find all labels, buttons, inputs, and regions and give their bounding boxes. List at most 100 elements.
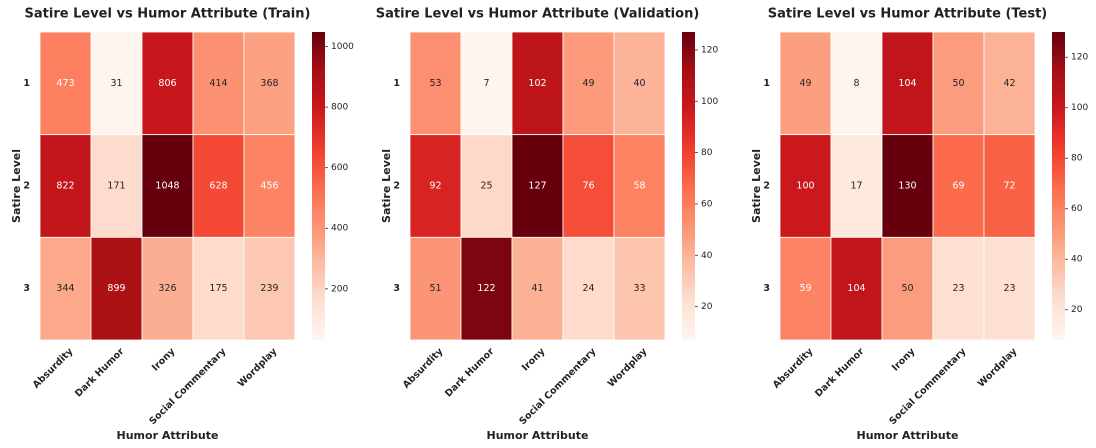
- colorbar-tick-label: 60: [701, 199, 713, 209]
- colorbar-tick-label: 20: [701, 302, 713, 312]
- colorbar-tick-label: 120: [1071, 53, 1088, 63]
- cell-label: 25: [480, 181, 492, 192]
- heatmap-cell: [192, 31, 245, 136]
- cell-label: 50: [901, 283, 913, 294]
- heatmap-cell: [460, 236, 513, 341]
- x-tick-label: Wordplay: [976, 346, 1020, 390]
- cell-label: 102: [528, 78, 546, 89]
- cell-label: 72: [1003, 181, 1015, 192]
- heatmap-cell: [830, 134, 883, 238]
- heatmap-cell: [613, 31, 666, 136]
- x-tick-label: Dark Humor: [443, 346, 497, 400]
- x-tick-label: Dark Humor: [73, 346, 127, 400]
- heatmap-cell: [562, 236, 615, 341]
- heatmap-cell: [409, 236, 462, 341]
- colorbar-tick-label: 40: [701, 251, 713, 261]
- y-tick-label: 1: [23, 78, 30, 89]
- y-tick-label: 2: [23, 181, 30, 192]
- heatmap-cell: [613, 236, 666, 341]
- cell-label: 76: [582, 181, 594, 192]
- cell-label: 104: [847, 283, 865, 294]
- heatmap-cell: [141, 31, 194, 136]
- x-axis-label: Humor Attribute: [857, 429, 959, 442]
- heatmap-cell: [779, 236, 832, 341]
- cell-label: 42: [1003, 78, 1015, 89]
- cell-label: 24: [582, 283, 594, 294]
- x-tick-label: Absurdity: [31, 346, 76, 391]
- heatmap-cell: [39, 134, 92, 238]
- cell-label: 23: [1003, 283, 1015, 294]
- colorbar-tick-label: 80: [701, 148, 713, 158]
- cell-label: 239: [260, 283, 278, 294]
- cell-label: 100: [796, 181, 814, 192]
- heatmap-cell: [39, 31, 92, 136]
- colorbar-tick-label: 80: [1071, 154, 1083, 164]
- y-tick-label: 2: [763, 181, 770, 192]
- y-tick-label: 1: [763, 78, 770, 89]
- cell-label: 7: [483, 78, 489, 89]
- cell-label: 171: [107, 181, 125, 192]
- x-tick-label: Irony: [890, 346, 918, 374]
- y-tick-label: 3: [393, 283, 400, 294]
- cell-label: 130: [898, 181, 916, 192]
- heatmap-cell: [511, 236, 564, 341]
- cell-label: 51: [429, 283, 441, 294]
- heatmap-cell: [409, 134, 462, 238]
- x-axis-label: Humor Attribute: [117, 429, 219, 442]
- colorbar: [312, 32, 325, 340]
- cell-label: 326: [158, 283, 176, 294]
- colorbar-tick-label: 400: [331, 224, 348, 234]
- cell-label: 822: [56, 181, 74, 192]
- x-tick-label: Absurdity: [401, 346, 446, 391]
- colorbar-tick-label: 1000: [331, 42, 354, 52]
- heatmap-cell: [90, 236, 143, 341]
- x-tick-label: Wordplay: [236, 346, 280, 390]
- cell-label: 33: [633, 283, 645, 294]
- y-axis-label: Satire Level: [10, 149, 23, 223]
- colorbar-tick-label: 100: [701, 97, 718, 107]
- x-tick-label: Irony: [150, 346, 178, 374]
- heatmap-cell: [243, 236, 296, 341]
- colorbar-tick-label: 600: [331, 163, 348, 173]
- heatmap-cell: [881, 31, 934, 136]
- cell-label: 175: [209, 283, 227, 294]
- y-tick-label: 2: [393, 181, 400, 192]
- heatmap-cell: [613, 134, 666, 238]
- colorbar-tick-label: 20: [1071, 305, 1083, 315]
- y-tick-label: 3: [23, 283, 30, 294]
- cell-label: 41: [531, 283, 543, 294]
- heatmap-cell: [779, 31, 832, 136]
- heatmap-cell: [983, 236, 1036, 341]
- cell-label: 23: [952, 283, 964, 294]
- heatmap-cell: [243, 134, 296, 238]
- y-axis-label: Satire Level: [750, 149, 763, 223]
- heatmap-cell: [830, 31, 883, 136]
- heatmap-cell: [932, 236, 985, 341]
- cell-label: 69: [952, 181, 964, 192]
- y-axis-label: Satire Level: [380, 149, 393, 223]
- cell-label: 31: [110, 78, 122, 89]
- x-tick-label: Wordplay: [606, 346, 650, 390]
- heatmap-cell: [511, 134, 564, 238]
- cell-label: 92: [429, 181, 441, 192]
- heatmap-cell: [141, 236, 194, 341]
- colorbar: [1052, 32, 1065, 340]
- x-tick-label: Absurdity: [771, 346, 816, 391]
- heatmap-cell: [830, 236, 883, 341]
- heatmap-cell: [562, 31, 615, 136]
- chart-title: Satire Level vs Humor Attribute (Train): [25, 7, 311, 22]
- heatmap-cell: [460, 31, 513, 136]
- colorbar-tick-label: 120: [701, 45, 718, 55]
- heatmap-cell: [779, 134, 832, 238]
- cell-label: 127: [528, 181, 546, 192]
- cell-label: 49: [582, 78, 594, 89]
- cell-label: 806: [158, 78, 176, 89]
- heatmap-cell: [141, 134, 194, 238]
- chart-title: Satire Level vs Humor Attribute (Validat…: [376, 7, 700, 22]
- cell-label: 8: [853, 78, 859, 89]
- cell-label: 49: [799, 78, 811, 89]
- heatmap-cell: [881, 236, 934, 341]
- colorbar-tick-label: 800: [331, 103, 348, 113]
- cell-label: 414: [209, 78, 227, 89]
